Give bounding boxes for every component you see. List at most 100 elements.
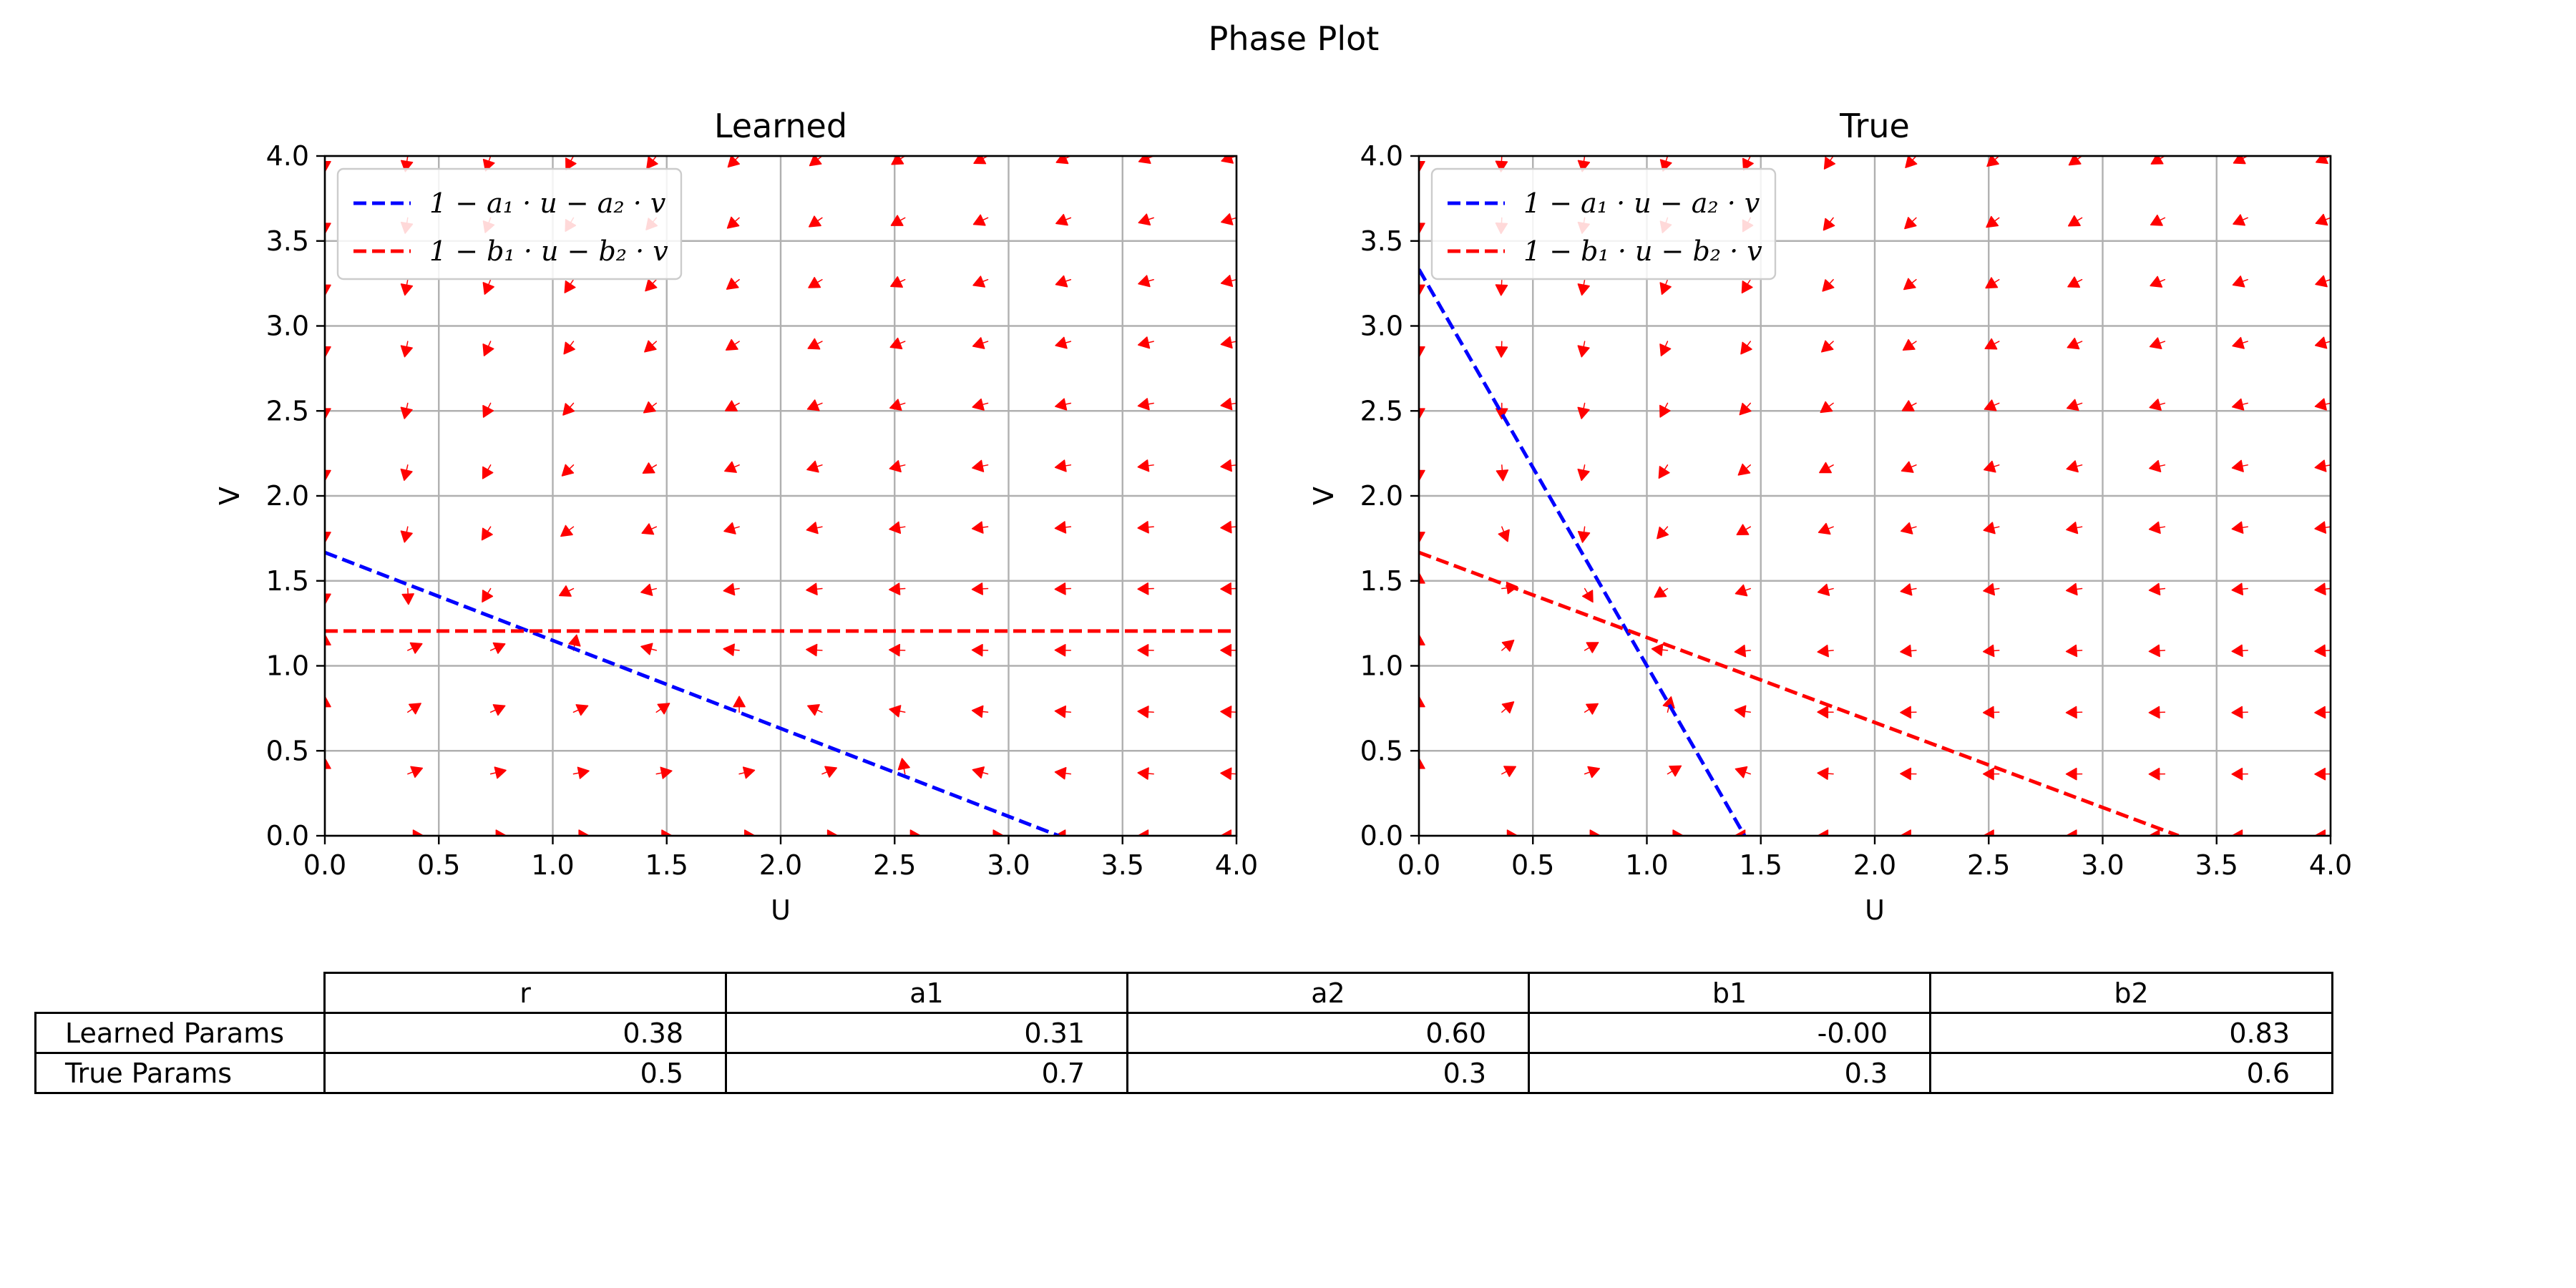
vector-arrow xyxy=(972,337,989,349)
y-tick-label: 0.0 xyxy=(1360,820,1403,852)
nullcline-u-line xyxy=(1419,268,1747,836)
vector-arrow xyxy=(1138,275,1154,288)
vector-arrow xyxy=(2148,767,2166,781)
vector-arrow xyxy=(561,464,575,477)
vector-arrow xyxy=(1900,767,1917,781)
vector-arrow xyxy=(2148,582,2166,596)
vector-arrow xyxy=(806,522,823,535)
vector-arrow xyxy=(1581,587,1594,603)
table-cell: 0.38 xyxy=(323,1012,727,1054)
vector-arrow xyxy=(738,766,756,779)
vector-arrow xyxy=(725,400,740,411)
vector-arrow xyxy=(655,829,673,836)
vector-arrow xyxy=(821,766,837,778)
vector-arrow xyxy=(890,276,906,288)
y-tick-label: 1.0 xyxy=(1360,650,1403,682)
vector-arrow xyxy=(1905,156,1918,168)
vector-arrow xyxy=(1822,278,1835,292)
y-tick-label: 4.0 xyxy=(266,140,309,172)
vector-arrow xyxy=(1817,644,1834,658)
vector-arrow xyxy=(2065,644,2083,658)
x-tick-label: 4.0 xyxy=(1215,849,1258,881)
vector-arrow xyxy=(2150,214,2166,226)
table-cell: 0.83 xyxy=(1929,1012,2333,1054)
table-row-label: True Params xyxy=(34,1052,326,1094)
vector-arrow xyxy=(2231,829,2248,836)
vector-arrow xyxy=(806,399,823,411)
vector-arrow xyxy=(1659,278,1672,296)
table-header-r: r xyxy=(323,972,727,1014)
vector-arrow xyxy=(972,766,989,779)
vector-arrow xyxy=(325,464,331,482)
vector-arrow xyxy=(325,402,331,420)
vector-arrow xyxy=(2232,275,2248,288)
vector-arrow xyxy=(2232,336,2248,349)
vector-arrow xyxy=(1735,766,1752,779)
vector-arrow xyxy=(655,703,670,715)
x-tick-label: 2.5 xyxy=(873,849,916,881)
table-row-label: Learned Params xyxy=(34,1012,326,1054)
vector-arrow xyxy=(1220,336,1236,349)
vector-arrow xyxy=(489,642,506,654)
vector-arrow xyxy=(972,459,989,472)
table-cell: 0.31 xyxy=(725,1012,1128,1054)
table-cell: 0.3 xyxy=(1126,1052,1530,1094)
vector-arrow xyxy=(1501,829,1518,836)
vector-arrow xyxy=(2067,276,2083,288)
table-header-a1: a1 xyxy=(725,972,1128,1014)
vector-arrow xyxy=(889,460,906,473)
vector-arrow xyxy=(562,402,575,416)
vector-arrow xyxy=(1220,397,1236,411)
vector-arrow xyxy=(2316,156,2331,165)
vector-arrow xyxy=(482,402,494,418)
table-header-b2: b2 xyxy=(1929,972,2333,1014)
vector-arrow xyxy=(1055,213,1072,226)
vector-arrow xyxy=(808,277,823,288)
vector-arrow xyxy=(1903,278,1917,291)
vector-arrow xyxy=(1220,459,1236,472)
vector-arrow xyxy=(1055,336,1072,349)
legend: 1 − a₁ · u − a₂ · v 1 − b₁ · u − b₂ · v xyxy=(336,167,683,280)
vector-arrow xyxy=(972,398,989,411)
vector-arrow xyxy=(1054,582,1072,595)
legend-box xyxy=(336,167,683,280)
vector-arrow xyxy=(1659,341,1672,356)
subplot-title: True xyxy=(1839,107,1910,145)
subplot-title: Learned xyxy=(714,107,847,145)
vector-arrow xyxy=(1986,215,2000,228)
vector-arrow xyxy=(644,340,658,353)
vector-arrow xyxy=(738,829,756,836)
vector-arrow xyxy=(1734,644,1752,658)
vector-arrow xyxy=(2067,215,2083,227)
vector-arrow xyxy=(1137,521,1154,534)
vector-arrow xyxy=(2148,644,2166,658)
vector-arrow xyxy=(1983,644,2000,658)
vector-arrow xyxy=(890,215,906,226)
vector-arrow xyxy=(1900,644,1917,658)
vector-arrow xyxy=(2314,459,2331,472)
vector-arrow xyxy=(1901,400,1917,411)
y-tick-label: 1.5 xyxy=(266,565,309,597)
x-tick-label: 1.0 xyxy=(1625,849,1668,881)
x-tick-label: 1.0 xyxy=(531,849,574,881)
vector-arrow xyxy=(1577,402,1590,419)
vector-arrow xyxy=(1220,829,1236,836)
vector-arrow xyxy=(1659,402,1671,418)
x-tick-label: 0.5 xyxy=(417,849,460,881)
vector-arrow xyxy=(568,634,581,651)
vector-arrow xyxy=(889,399,906,411)
vector-arrow xyxy=(1419,572,1425,590)
vector-arrow xyxy=(897,758,910,775)
y-tick-label: 2.0 xyxy=(266,480,309,512)
vector-arrow xyxy=(572,704,589,716)
vector-arrow xyxy=(1817,706,1834,718)
vector-arrow xyxy=(407,829,424,836)
vector-arrow xyxy=(987,829,1005,836)
vector-arrow xyxy=(1137,829,1154,836)
vector-arrow xyxy=(1737,463,1752,476)
vector-arrow xyxy=(1584,829,1601,836)
vector-arrow xyxy=(807,704,823,716)
vector-arrow xyxy=(889,705,906,718)
x-tick-label: 3.5 xyxy=(2195,849,2238,881)
vector-arrow xyxy=(2314,644,2331,658)
